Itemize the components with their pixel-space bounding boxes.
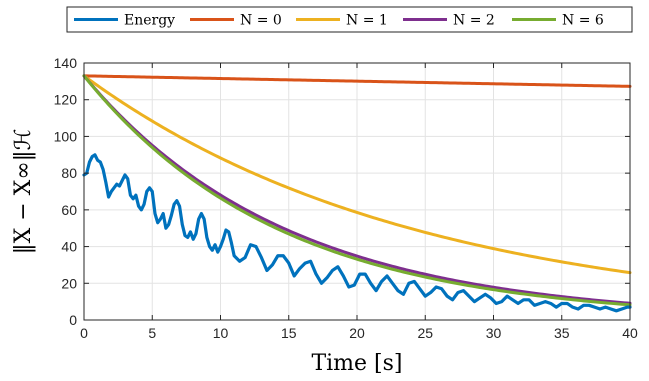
y-tick-label: 60 bbox=[61, 202, 77, 218]
legend-label-2: N = 1 bbox=[346, 13, 388, 29]
series-line-1 bbox=[82, 74, 632, 88]
x-tick-label: 5 bbox=[148, 325, 156, 341]
x-tick-label: 40 bbox=[622, 325, 638, 341]
legend-label-4: N = 6 bbox=[562, 13, 604, 29]
x-tick-label: 30 bbox=[486, 325, 502, 341]
tick-labels: 0 5 10 15 20 25 30 35 40 0 20 40 60 80 100 120 140 bbox=[54, 55, 638, 341]
y-axis-label: ‖X − X∞‖ℋ bbox=[11, 129, 36, 255]
x-tick-label: 10 bbox=[213, 325, 229, 341]
legend-label-0: Energy bbox=[124, 13, 175, 29]
y-tick-label: 140 bbox=[54, 55, 78, 71]
x-tick-label: 15 bbox=[281, 325, 297, 341]
y-tick-label: 120 bbox=[54, 92, 78, 108]
y-tick-label: 100 bbox=[54, 128, 78, 144]
legend: Energy N = 0 N = 1 N = 2 N = 6 bbox=[66, 6, 633, 33]
y-tick-label: 40 bbox=[61, 239, 77, 255]
series-line-2 bbox=[82, 74, 632, 275]
series-line-3 bbox=[82, 74, 632, 305]
x-tick-label: 35 bbox=[554, 325, 570, 341]
x-tick-label: 25 bbox=[417, 325, 433, 341]
y-tick-label: 20 bbox=[61, 275, 77, 291]
x-tick-label: 20 bbox=[349, 325, 365, 341]
series-lines bbox=[82, 74, 632, 313]
x-tick-label: 0 bbox=[80, 325, 88, 341]
y-tick-label: 0 bbox=[69, 312, 77, 328]
series-line-4 bbox=[82, 74, 632, 307]
legend-label-3: N = 2 bbox=[453, 13, 495, 29]
y-tick-label: 80 bbox=[61, 165, 77, 181]
series-line-0 bbox=[82, 153, 632, 313]
legend-label-1: N = 0 bbox=[240, 13, 282, 29]
x-axis-label: Time [s] bbox=[311, 351, 402, 376]
